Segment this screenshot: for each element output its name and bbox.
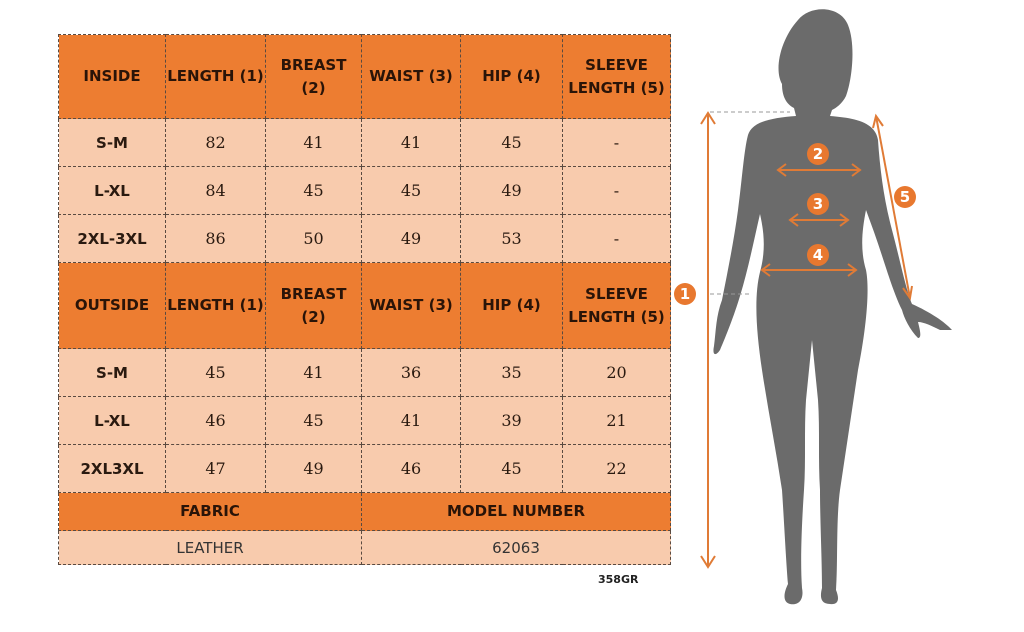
- size-cell: S-M: [58, 118, 166, 167]
- value-cell: 45: [460, 118, 563, 167]
- fabric-header: FABRIC: [58, 492, 362, 531]
- model-number-value: 62063: [361, 530, 671, 565]
- value-cell: 45: [460, 444, 563, 493]
- value-cell: 21: [562, 396, 671, 445]
- model-number-header: MODEL NUMBER: [361, 492, 671, 531]
- value-cell: 53: [460, 214, 563, 263]
- table-row: 2XL-3XL 86 50 49 53-: [58, 214, 671, 263]
- size-cell: S-M: [58, 348, 166, 397]
- value-cell: 45: [165, 348, 266, 397]
- column-header: BREAST (2): [265, 34, 362, 119]
- column-header: WAIST (3): [361, 262, 461, 349]
- table-row: 2XL3XL 47 49 46 45 22: [58, 444, 671, 493]
- column-header: LENGTH (1): [165, 262, 266, 349]
- marker-4: 4: [813, 246, 823, 264]
- column-header: LENGTH (1): [165, 34, 266, 119]
- value-cell: -: [562, 118, 671, 167]
- table-row: L-XL 46 45 41 39 21: [58, 396, 671, 445]
- value-cell: 45: [265, 166, 362, 215]
- size-chart-table: INSIDE LENGTH (1) BREAST (2) WAIST (3) HIP (…: [58, 34, 671, 565]
- value-cell: 39: [460, 396, 563, 445]
- marker-3: 3: [813, 195, 823, 213]
- silhouette: [713, 9, 952, 605]
- fabric-value: LEATHER: [58, 530, 362, 565]
- column-header: SLEEVE LENGTH (5): [562, 34, 671, 119]
- value-cell: 45: [361, 166, 461, 215]
- value-cell: 41: [265, 348, 362, 397]
- value-cell: 22: [562, 444, 671, 493]
- size-cell: L-XL: [58, 396, 166, 445]
- column-header: OUTSIDE: [58, 262, 166, 349]
- column-header: HIP (4): [460, 262, 563, 349]
- value-cell: 36: [361, 348, 461, 397]
- value-cell: 49: [460, 166, 563, 215]
- sleeve-arrow: [875, 115, 911, 299]
- inside-header-row: INSIDE LENGTH (1) BREAST (2) WAIST (3) HIP (…: [58, 34, 671, 119]
- column-header: SLEEVE LENGTH (5): [562, 262, 671, 349]
- column-header: HIP (4): [460, 34, 563, 119]
- size-cell: 2XL-3XL: [58, 214, 166, 263]
- table-row: S-M 82 41 41 45-: [58, 118, 671, 167]
- value-cell: 41: [361, 396, 461, 445]
- table-row: S-M 45 41 36 35 20: [58, 348, 671, 397]
- value-cell: -: [562, 214, 671, 263]
- marker-1: 1: [680, 285, 690, 303]
- column-header: BREAST (2): [265, 262, 362, 349]
- value-cell: 84: [165, 166, 266, 215]
- value-cell: 46: [165, 396, 266, 445]
- value-cell: 41: [361, 118, 461, 167]
- product-code: 358GR: [598, 573, 639, 586]
- marker-2: 2: [813, 145, 823, 163]
- value-cell: 50: [265, 214, 362, 263]
- marker-5: 5: [900, 188, 910, 206]
- column-header: WAIST (3): [361, 34, 461, 119]
- body-measurement-figure: 1 2 3 4 5: [674, 9, 952, 605]
- value-cell: 82: [165, 118, 266, 167]
- outside-header-row: OUTSIDE LENGTH (1) BREAST (2) WAIST (3) HIP …: [58, 262, 671, 349]
- value-cell: -: [562, 166, 671, 215]
- value-cell: 35: [460, 348, 563, 397]
- size-cell: 2XL3XL: [58, 444, 166, 493]
- value-cell: 49: [361, 214, 461, 263]
- value-cell: 47: [165, 444, 266, 493]
- column-header: INSIDE: [58, 34, 166, 119]
- value-cell: 86: [165, 214, 266, 263]
- value-cell: 45: [265, 396, 362, 445]
- value-cell: 46: [361, 444, 461, 493]
- value-cell: 49: [265, 444, 362, 493]
- table-row: L-XL 84 45 45 49-: [58, 166, 671, 215]
- value-cell: 41: [265, 118, 362, 167]
- size-cell: L-XL: [58, 166, 166, 215]
- value-cell: 20: [562, 348, 671, 397]
